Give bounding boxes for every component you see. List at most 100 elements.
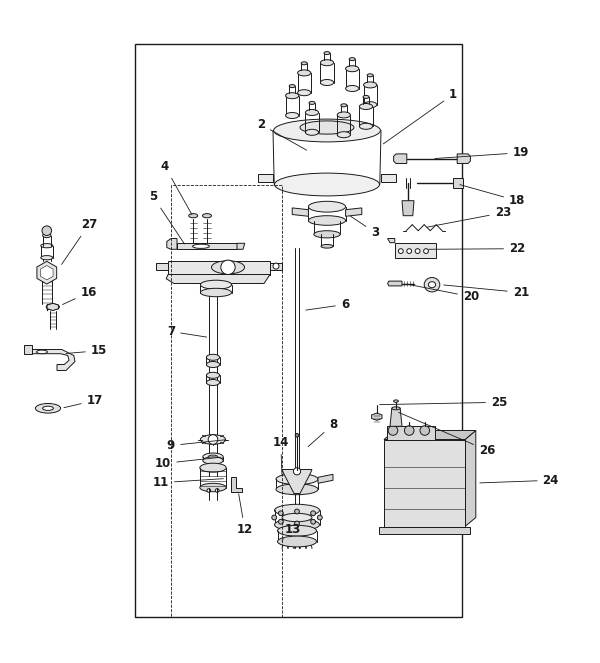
- Bar: [135, 44, 462, 617]
- Ellipse shape: [276, 473, 318, 485]
- Polygon shape: [24, 345, 32, 353]
- Circle shape: [311, 519, 316, 524]
- Ellipse shape: [359, 123, 373, 129]
- Text: 10: 10: [155, 457, 221, 470]
- Ellipse shape: [202, 213, 211, 218]
- Polygon shape: [177, 243, 237, 249]
- Circle shape: [295, 509, 299, 514]
- Polygon shape: [41, 265, 53, 280]
- Ellipse shape: [305, 109, 319, 115]
- Ellipse shape: [363, 95, 369, 98]
- Polygon shape: [237, 243, 245, 249]
- Text: 11: 11: [152, 476, 223, 489]
- Text: 14: 14: [272, 436, 289, 475]
- Circle shape: [407, 249, 412, 253]
- Polygon shape: [292, 208, 308, 216]
- Ellipse shape: [200, 435, 226, 444]
- Ellipse shape: [41, 256, 53, 260]
- Polygon shape: [371, 413, 382, 420]
- Text: 4: 4: [161, 160, 192, 214]
- Ellipse shape: [189, 213, 198, 218]
- Polygon shape: [156, 263, 168, 270]
- Polygon shape: [231, 477, 242, 493]
- Text: 3: 3: [350, 216, 379, 239]
- Text: 15: 15: [66, 344, 107, 357]
- Text: 9: 9: [167, 439, 225, 452]
- Ellipse shape: [203, 453, 223, 461]
- Ellipse shape: [428, 282, 436, 288]
- Ellipse shape: [43, 406, 53, 410]
- Ellipse shape: [277, 536, 317, 547]
- Ellipse shape: [394, 400, 398, 402]
- Ellipse shape: [208, 455, 218, 459]
- Circle shape: [424, 249, 428, 253]
- Polygon shape: [270, 263, 282, 270]
- Text: 27: 27: [62, 218, 97, 265]
- Text: 12: 12: [236, 494, 253, 536]
- Polygon shape: [258, 174, 273, 182]
- Ellipse shape: [424, 278, 440, 292]
- Ellipse shape: [41, 243, 53, 248]
- Ellipse shape: [392, 407, 400, 410]
- Ellipse shape: [275, 173, 380, 196]
- Text: 6: 6: [306, 298, 349, 311]
- Circle shape: [221, 260, 235, 274]
- Text: 24: 24: [480, 474, 559, 487]
- Text: 1: 1: [383, 88, 457, 144]
- Text: 8: 8: [308, 418, 337, 447]
- Ellipse shape: [314, 231, 340, 238]
- Ellipse shape: [298, 70, 311, 76]
- Ellipse shape: [275, 518, 320, 530]
- Text: 25: 25: [380, 396, 508, 409]
- Ellipse shape: [337, 112, 350, 118]
- Text: 26: 26: [398, 412, 496, 457]
- Ellipse shape: [320, 80, 334, 86]
- Ellipse shape: [346, 86, 359, 91]
- Ellipse shape: [359, 103, 373, 109]
- Text: 20: 20: [407, 284, 479, 303]
- Ellipse shape: [206, 379, 220, 385]
- Polygon shape: [282, 469, 312, 493]
- Polygon shape: [394, 154, 407, 164]
- Polygon shape: [166, 274, 270, 284]
- Ellipse shape: [286, 93, 299, 99]
- Ellipse shape: [367, 74, 373, 77]
- Circle shape: [398, 249, 403, 253]
- Circle shape: [388, 426, 398, 436]
- Ellipse shape: [305, 129, 319, 135]
- Circle shape: [273, 263, 279, 269]
- Polygon shape: [379, 526, 470, 534]
- Text: 7: 7: [167, 325, 206, 338]
- Text: 16: 16: [62, 286, 97, 304]
- Ellipse shape: [308, 215, 346, 225]
- Circle shape: [208, 435, 218, 444]
- Ellipse shape: [276, 484, 318, 495]
- Circle shape: [278, 511, 283, 516]
- Ellipse shape: [203, 457, 223, 464]
- Text: 13: 13: [282, 523, 301, 540]
- Ellipse shape: [206, 354, 220, 360]
- Ellipse shape: [337, 132, 350, 138]
- Ellipse shape: [320, 60, 334, 66]
- Circle shape: [215, 489, 219, 493]
- Polygon shape: [402, 201, 414, 215]
- Circle shape: [311, 511, 316, 516]
- Ellipse shape: [46, 304, 59, 310]
- Polygon shape: [388, 281, 402, 286]
- Ellipse shape: [289, 85, 295, 88]
- Ellipse shape: [324, 52, 330, 54]
- Text: 22: 22: [429, 242, 526, 255]
- Polygon shape: [168, 261, 270, 274]
- Text: 19: 19: [435, 147, 529, 159]
- Circle shape: [207, 489, 211, 493]
- Ellipse shape: [277, 525, 317, 536]
- Polygon shape: [37, 261, 56, 284]
- Text: 2: 2: [257, 118, 307, 150]
- Circle shape: [278, 519, 283, 524]
- Ellipse shape: [43, 233, 51, 237]
- Ellipse shape: [200, 288, 232, 297]
- Ellipse shape: [200, 483, 226, 492]
- Ellipse shape: [298, 90, 311, 95]
- Text: 5: 5: [149, 190, 184, 244]
- Polygon shape: [388, 239, 395, 243]
